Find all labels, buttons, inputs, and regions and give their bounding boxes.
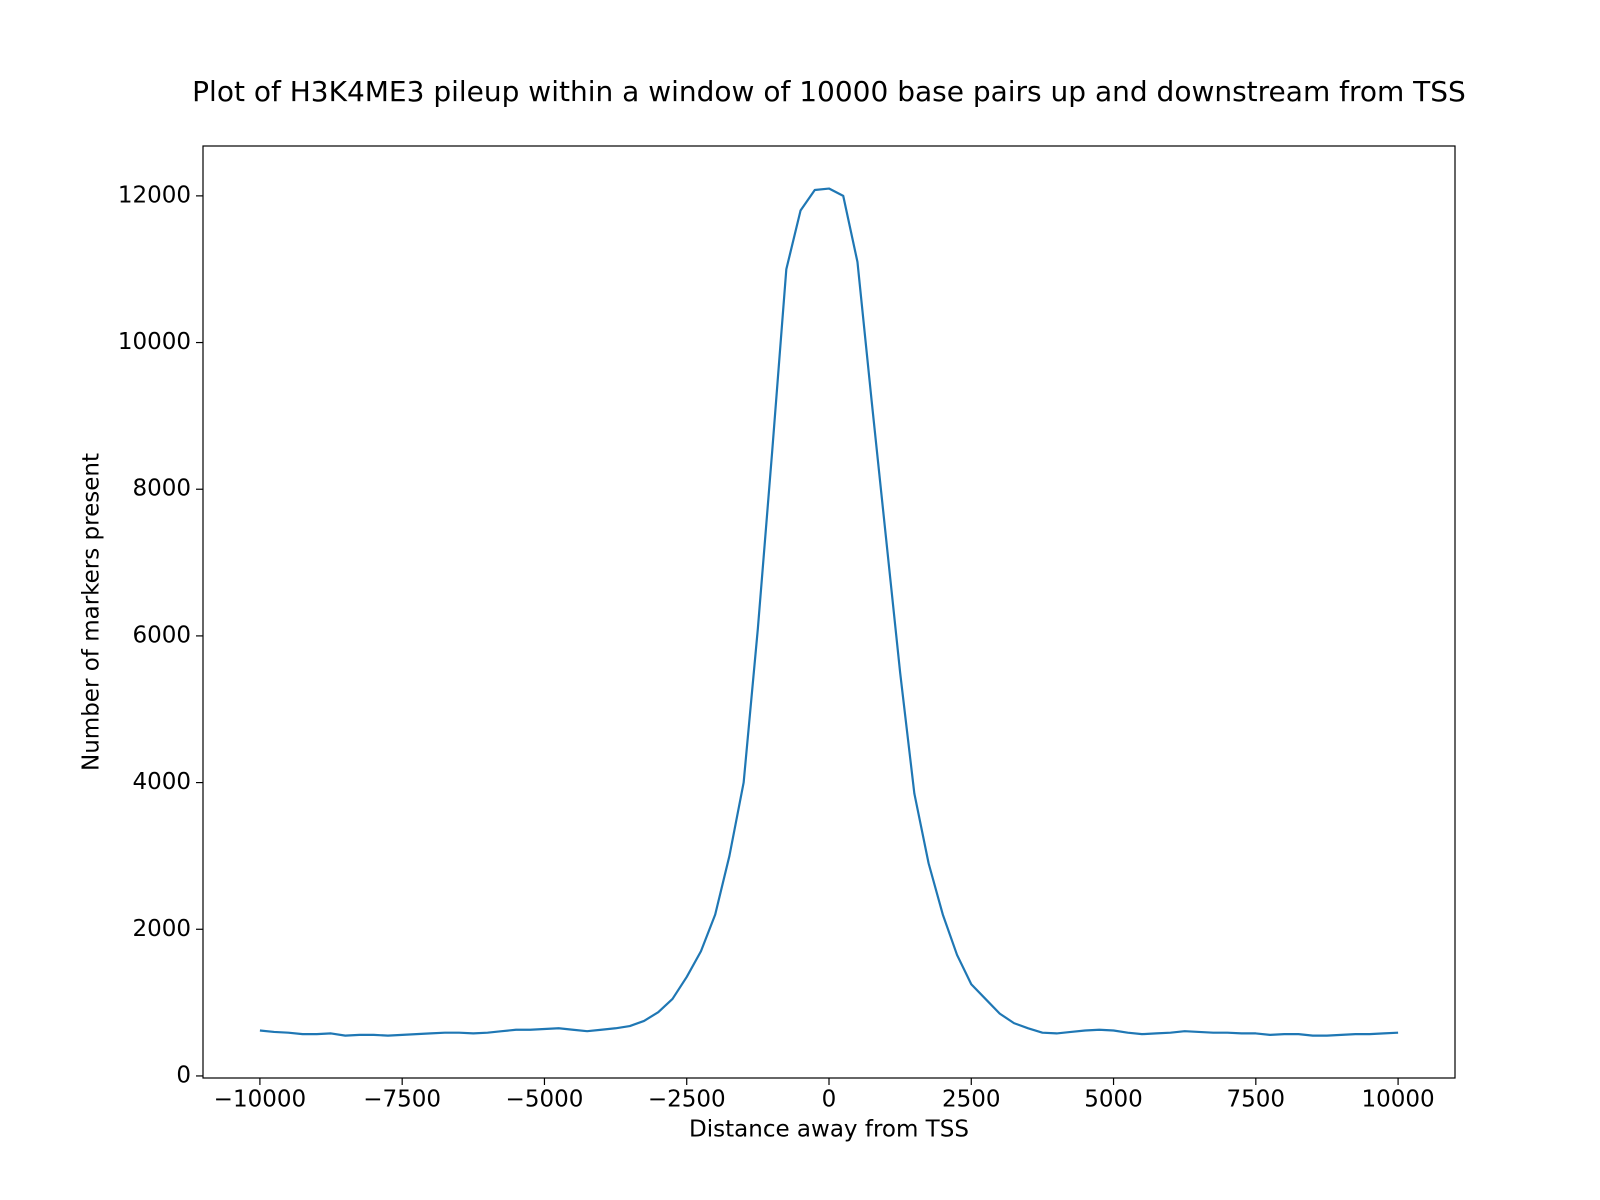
x-tick-label: 10000 <box>1362 1087 1435 1113</box>
x-tick-label: −7500 <box>363 1087 441 1113</box>
data-line <box>259 187 1399 1037</box>
x-tick-label: 2500 <box>942 1087 1001 1113</box>
x-axis-label: Distance away from TSS <box>689 1117 969 1143</box>
x-tick-label: −10000 <box>214 1087 306 1113</box>
y-axis-label: Number of markers present <box>79 453 105 771</box>
x-tick-label: 0 <box>822 1087 837 1113</box>
x-tick-label: −5000 <box>506 1087 584 1113</box>
y-tick-label: 4000 <box>132 769 191 795</box>
x-tick-label: 5000 <box>1084 1087 1143 1113</box>
y-tick-label: 12000 <box>118 182 191 208</box>
x-tick-label: 7500 <box>1227 1087 1286 1113</box>
y-tick-label: 10000 <box>118 329 191 355</box>
y-tick-label: 2000 <box>132 916 191 942</box>
chart-title: Plot of H3K4ME3 pileup within a window o… <box>192 75 1466 108</box>
y-tick-label: 8000 <box>132 476 191 502</box>
y-tick-label: 0 <box>176 1062 191 1088</box>
x-tick-label: −2500 <box>648 1087 726 1113</box>
y-tick-label: 6000 <box>132 622 191 648</box>
plot-frame <box>202 145 1456 1079</box>
